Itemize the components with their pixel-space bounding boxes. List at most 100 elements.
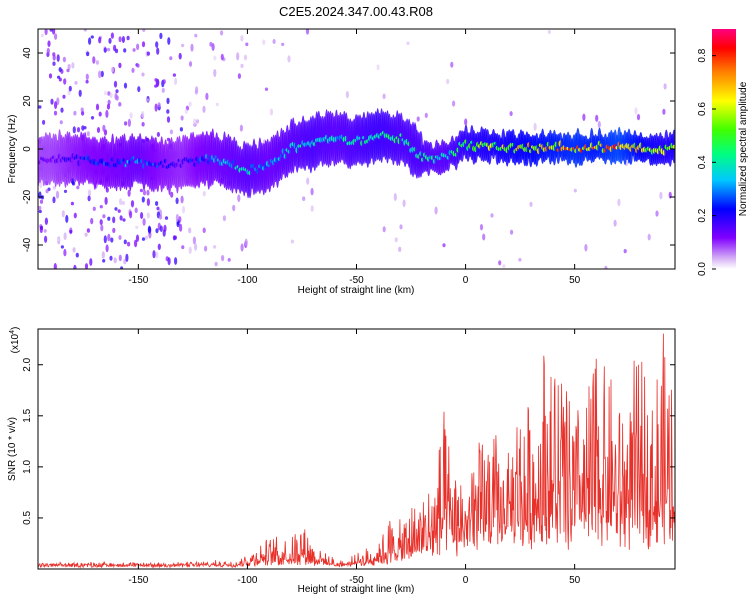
spectrogram-noise-point xyxy=(509,111,513,117)
spectrogram-noise-point xyxy=(129,112,133,119)
spectrogram-noise-point xyxy=(50,98,54,105)
spectrogram-noise-point xyxy=(479,224,484,231)
spectrogram-noise-point xyxy=(63,248,67,257)
spectrogram-noise-point xyxy=(107,233,111,242)
spectrogram-noise-point xyxy=(109,255,113,261)
spectrogram-noise-point xyxy=(95,60,99,65)
spectrogram-noise-point xyxy=(662,108,666,115)
spectrogram-noise-point xyxy=(243,54,248,61)
spectrogram-noise-point xyxy=(240,63,244,68)
spectrogram-noise-point xyxy=(142,29,146,32)
spectrogram-y-tick-label: 0 xyxy=(22,146,33,152)
snr-multiplier-prefix: (x10 xyxy=(10,333,21,353)
svg-text:(x104): (x104) xyxy=(9,327,21,354)
spectrogram-noise-point xyxy=(195,119,200,124)
spectrogram-noise-point xyxy=(131,67,135,73)
spectrogram-noise-point xyxy=(123,239,127,245)
spectrogram-noise-point xyxy=(134,239,138,248)
spectrogram-noise-point xyxy=(402,199,406,208)
spectrogram-noise-point xyxy=(159,225,163,232)
snr-series-line xyxy=(38,333,675,569)
spectrogram-noise-point xyxy=(88,37,92,45)
spectrogram-noise-point xyxy=(310,205,314,212)
spectrogram-noise-point xyxy=(179,223,183,232)
spectrogram-noise-point xyxy=(306,177,310,185)
spectrogram-noise-point xyxy=(132,48,136,52)
spectrogram-noise-point xyxy=(597,120,601,129)
spectrogram-noise-point xyxy=(100,70,104,78)
spectrogram-noise-point xyxy=(174,257,178,265)
spectrogram-noise-point xyxy=(180,195,184,204)
spectrogram-noise-point xyxy=(155,79,159,88)
spectrogram-noise-point xyxy=(54,33,58,40)
spectrogram-noise-point xyxy=(244,238,248,247)
spectrogram-noise-point xyxy=(155,41,159,48)
spectrogram-noise-point xyxy=(147,225,151,234)
spectrogram-noise-point xyxy=(159,32,163,40)
spectrogram-noise-point xyxy=(194,243,198,251)
spectrogram-noise-point xyxy=(113,80,118,88)
spectrogram-noise-point xyxy=(46,47,50,55)
spectrogram-noise-point xyxy=(221,255,225,262)
spectrogram-noise-point xyxy=(529,201,533,207)
spectrogram-noise-point xyxy=(167,257,171,266)
spectrogram-x-tick-label: -150 xyxy=(128,275,148,286)
spectrogram-noise-point xyxy=(175,213,179,222)
spectrogram-noise-point xyxy=(52,61,56,66)
spectrogram-noise-point xyxy=(178,52,182,60)
spectrogram-noise-point xyxy=(102,214,106,219)
spectrogram-noise-point xyxy=(202,227,206,234)
spectrogram-noise-point xyxy=(305,29,310,35)
spectrogram-noise-point xyxy=(166,109,170,114)
spectrogram-noise-point xyxy=(204,245,208,252)
spectrogram-noise-point xyxy=(161,87,165,93)
spectrogram-noise-point xyxy=(85,73,89,81)
spectrogram-noise-point xyxy=(134,207,138,214)
spectrogram-noise-point xyxy=(172,73,176,77)
spectrogram-noise-point xyxy=(141,122,145,127)
spectrogram-noise-point xyxy=(141,41,146,48)
spectrogram-noise-point xyxy=(58,67,62,72)
spectrogram-noise-point xyxy=(399,224,403,230)
snr-y-tick-label: 0.5 xyxy=(22,511,33,525)
spectrogram-noise-point xyxy=(146,189,150,196)
spectrogram-noise-point xyxy=(83,29,87,32)
snr-x-tick-label: 50 xyxy=(569,575,581,586)
spectrogram-noise-point xyxy=(110,66,114,73)
spectrogram-noise-point xyxy=(220,53,224,61)
spectrogram-noise-point xyxy=(155,201,159,206)
spectrogram-noise-point xyxy=(63,232,67,240)
spectrogram-noise-point xyxy=(57,75,61,79)
spectrogram-noise-point xyxy=(87,189,92,197)
spectrogram-noise-point xyxy=(90,217,94,225)
spectrogram-noise-point xyxy=(99,205,103,209)
spectrogram-noise-point xyxy=(156,132,160,137)
spectrogram-noise-point xyxy=(73,110,77,116)
spectrogram-noise-point xyxy=(40,33,45,38)
spectrogram-noise-point xyxy=(227,258,231,262)
spectrogram-noise-point xyxy=(86,51,90,57)
spectrogram-noise-point xyxy=(264,87,269,91)
spectrogram-noise-point xyxy=(76,185,80,190)
spectrogram-noise-point xyxy=(38,205,42,211)
spectrogram-noise-point xyxy=(87,195,91,202)
spectrogram-noise-point xyxy=(129,210,133,219)
spectrogram-noise-point xyxy=(95,103,100,111)
spectrogram-noise-point xyxy=(156,47,160,55)
spectrogram-noise-point xyxy=(127,241,131,247)
spectrogram-noise-point xyxy=(85,79,89,84)
spectrogram-noise-point xyxy=(106,103,111,110)
spectrogram-x-axis-label: Height of straight line (km) xyxy=(298,285,415,296)
spectrogram-noise-point xyxy=(166,116,171,123)
spectrogram-noise-point xyxy=(406,41,410,45)
figure-title: C2E5.2024.347.00.43.R08 xyxy=(279,4,433,19)
spectrogram-y-tick-label: -40 xyxy=(22,237,33,252)
spectrogram-noise-point xyxy=(117,209,121,213)
spectrogram-noise-point xyxy=(110,237,114,243)
spectrogram-noise-point xyxy=(302,196,306,201)
spectrogram-noise-point xyxy=(239,124,243,132)
spectrogram-noise-point xyxy=(39,225,44,230)
spectrogram-noise-point xyxy=(113,44,117,52)
spectrogram-noise-point xyxy=(110,32,114,39)
spectrogram-noise-point xyxy=(144,235,148,240)
